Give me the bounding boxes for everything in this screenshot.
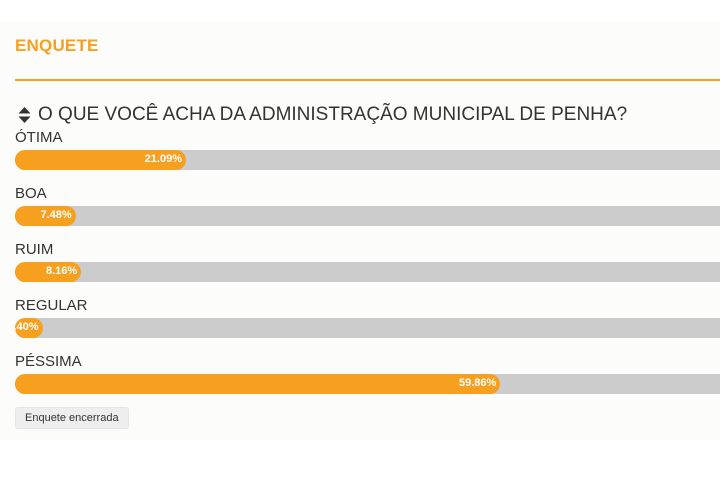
option-label: REGULAR xyxy=(15,297,88,314)
result-percent: 3.40% xyxy=(7,321,39,333)
header-divider xyxy=(15,79,720,81)
poll-option-regular: REGULAR 3.40% xyxy=(7,297,720,353)
result-bar-track: 7.48% xyxy=(15,206,720,226)
poll-panel: ENQUETE O QUE VOCÊ ACHA DA ADMINISTRAÇÃO… xyxy=(0,22,720,440)
poll-question: O QUE VOCÊ ACHA DA ADMINISTRAÇÃO MUNICIP… xyxy=(18,104,627,126)
result-bar-track: 59.86% xyxy=(15,374,720,394)
poll-option-pessima: PÉSSIMA 59.86% xyxy=(15,353,720,409)
poll-option-boa: BOA 7.48% xyxy=(15,185,720,241)
result-percent: 7.48% xyxy=(40,209,72,221)
result-bar-track: 21.09% xyxy=(15,150,720,170)
poll-header: ENQUETE xyxy=(15,36,99,55)
poll-question-text: O QUE VOCÊ ACHA DA ADMINISTRAÇÃO MUNICIP… xyxy=(38,104,628,125)
result-percent: 21.09% xyxy=(144,153,182,165)
result-bar-fill: 59.86% xyxy=(15,374,501,394)
result-bar-fill: 3.40% xyxy=(7,318,43,338)
option-label: BOA xyxy=(15,185,47,202)
poll-option-ruim: RUIM 8.16% xyxy=(15,241,720,297)
option-label: PÉSSIMA xyxy=(15,353,82,370)
poll-option-otima: ÓTIMA 21.09% xyxy=(15,129,720,185)
result-bar-fill: 7.48% xyxy=(15,206,76,226)
result-bar-fill: 8.16% xyxy=(15,262,82,282)
result-percent: 8.16% xyxy=(45,265,78,277)
option-label: ÓTIMA xyxy=(15,129,63,146)
poll-closed-button[interactable]: Enquete encerrada xyxy=(15,407,129,429)
sort-icon[interactable] xyxy=(18,107,31,123)
result-bar-track: 8.16% xyxy=(15,262,720,282)
result-bar-track: 3.40% xyxy=(7,318,720,338)
poll-options: ÓTIMA 21.09% BOA 7.48% RUIM 8.16% xyxy=(7,129,720,409)
option-label: RUIM xyxy=(15,241,54,258)
result-percent: 59.86% xyxy=(459,377,497,389)
result-bar-fill: 21.09% xyxy=(15,150,186,170)
